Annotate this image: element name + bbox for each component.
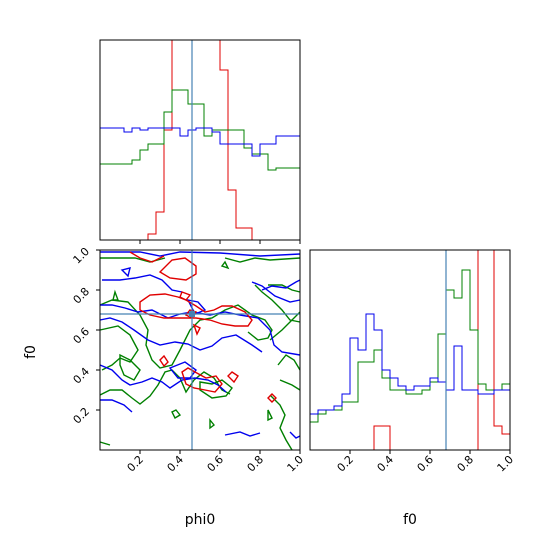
contour-line [99, 325, 139, 371]
phi0-tick-label: 0.8 [245, 453, 267, 475]
f0-histogram-xticks: 0.2 0.4 0.6 0.8 1.0 [335, 450, 517, 475]
phi0-histogram-line [100, 127, 300, 157]
contour-line [269, 311, 301, 341]
contour-line [139, 293, 253, 327]
contour-line [159, 354, 169, 368]
contour-line [99, 364, 227, 393]
contour-line [227, 371, 239, 384]
phi0-histogram-line [100, 89, 300, 171]
contour-line [277, 354, 301, 371]
contour-line [289, 431, 301, 439]
contour-line [112, 289, 120, 301]
f0-histogram-frame [309, 249, 511, 451]
contour-series-red [129, 251, 277, 403]
f0-histogram-line [310, 313, 510, 415]
phi0-tick-label: 1.0 [285, 453, 307, 475]
contour-line [120, 267, 131, 278]
contour-line [100, 251, 301, 257]
xlabel-phi0: phi0 [185, 512, 216, 528]
f0-tick-label: 0.6 [415, 453, 437, 475]
f0-tick-label: 1.0 [495, 453, 517, 475]
contour-line [279, 379, 301, 391]
contour-line [267, 393, 277, 403]
phi0-histogram-panel [99, 39, 301, 244]
joint-yticks: 0.2 0.4 0.6 0.8 1.0 [71, 245, 100, 427]
phi0-tick-label: 0.2 [125, 453, 147, 475]
joint-contour-frame [99, 249, 301, 451]
f0-histogram-line [310, 269, 510, 423]
f0-tick-label: 0.8 [455, 453, 477, 475]
contour-line [158, 257, 197, 281]
contour-line [179, 291, 192, 301]
contour-line [269, 394, 293, 451]
f0-histogram-panel: 0.2 0.4 0.6 0.8 1.0 f0 [309, 249, 517, 528]
contour-line [186, 299, 207, 315]
contour-line [267, 409, 273, 422]
ylabel-f0: f0 [23, 345, 39, 359]
contour-line [99, 299, 273, 369]
contour-line [209, 418, 215, 430]
f0-y-tick-label: 0.6 [71, 325, 93, 347]
contour-line [99, 441, 111, 446]
contour-series-blue [99, 251, 301, 439]
xlabel-f0: f0 [403, 512, 417, 528]
contour-line [129, 251, 165, 263]
contour-line [251, 281, 301, 303]
f0-histogram-series [310, 249, 510, 451]
contour-series-green [99, 257, 301, 451]
f0-y-tick-label: 1.0 [71, 245, 93, 267]
contour-line [100, 399, 133, 413]
contour-line [171, 409, 182, 419]
contour-line [181, 367, 223, 393]
contour-series [99, 251, 301, 451]
phi0-histogram-series [100, 39, 300, 241]
contour-line [199, 379, 233, 399]
phi0-tick-label: 0.6 [205, 453, 227, 475]
contour-line [119, 353, 141, 381]
joint-xticks: 0.2 0.4 0.6 0.8 1.0 [125, 450, 307, 475]
truth-marker [189, 311, 195, 317]
contour-line [168, 361, 197, 379]
contour-line [99, 317, 263, 353]
contour-line [261, 279, 301, 291]
phi0-histogram-xticks [139, 240, 301, 244]
f0-y-tick-label: 0.2 [71, 405, 93, 427]
phi0-histogram-line [100, 39, 300, 241]
contour-line [192, 323, 201, 336]
f0-y-tick-label: 0.8 [71, 285, 93, 307]
joint-contour-panel: 0.2 0.4 0.6 0.8 1.0 0.2 0.4 0.6 0.8 1.0 phi0 f0 [23, 245, 306, 528]
contour-line [224, 431, 261, 437]
f0-tick-label: 0.4 [375, 453, 397, 475]
f0-tick-label: 0.2 [335, 453, 357, 475]
contour-line [99, 369, 231, 405]
contour-line [224, 257, 301, 263]
phi0-tick-label: 0.4 [165, 453, 187, 475]
f0-y-tick-label: 0.4 [71, 365, 93, 387]
phi0-histogram-frame [99, 39, 301, 241]
contour-line [102, 274, 183, 293]
f0-histogram-line [310, 249, 510, 451]
contour-line [220, 260, 230, 270]
